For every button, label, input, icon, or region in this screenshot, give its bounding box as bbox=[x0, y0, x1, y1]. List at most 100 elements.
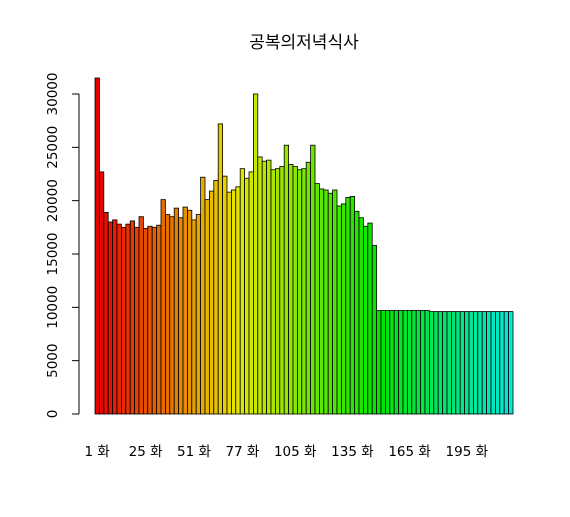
x-tick-label: 135 화 bbox=[331, 444, 373, 460]
bar bbox=[239, 168, 245, 415]
bar bbox=[327, 192, 334, 415]
bar bbox=[358, 217, 364, 415]
bar bbox=[125, 223, 131, 415]
bar bbox=[318, 188, 325, 415]
bar bbox=[156, 224, 162, 415]
bar bbox=[94, 77, 100, 415]
bar bbox=[305, 161, 312, 415]
x-tick-label: 165 화 bbox=[388, 444, 430, 460]
bar bbox=[411, 310, 417, 415]
bars-group bbox=[94, 77, 514, 415]
bar bbox=[376, 310, 382, 415]
bar bbox=[354, 210, 360, 415]
bar bbox=[455, 311, 461, 415]
bar bbox=[472, 311, 479, 415]
bar bbox=[393, 310, 400, 415]
bar bbox=[151, 226, 157, 415]
y-tick-label: 30000 bbox=[45, 73, 61, 116]
bar bbox=[508, 311, 514, 415]
x-tick-label: 25 화 bbox=[129, 444, 163, 460]
bar bbox=[371, 245, 378, 415]
bar bbox=[283, 144, 290, 415]
bar bbox=[433, 311, 439, 415]
bar bbox=[230, 189, 237, 415]
bar bbox=[367, 222, 373, 415]
bar bbox=[191, 219, 197, 415]
bar bbox=[486, 311, 492, 415]
bar bbox=[362, 225, 369, 415]
bar bbox=[248, 171, 254, 415]
bar bbox=[468, 311, 474, 415]
bar bbox=[314, 183, 320, 415]
bar bbox=[257, 156, 263, 415]
bar bbox=[103, 211, 109, 415]
bar bbox=[424, 310, 430, 415]
bar bbox=[323, 189, 329, 415]
bar bbox=[490, 311, 496, 415]
bar bbox=[261, 160, 268, 415]
bar bbox=[195, 214, 201, 415]
bar bbox=[340, 203, 347, 415]
bar bbox=[481, 311, 488, 415]
bar bbox=[121, 226, 127, 415]
bar bbox=[380, 310, 386, 415]
x-tick-label: 1 화 bbox=[85, 444, 110, 460]
bar bbox=[169, 216, 175, 415]
bar bbox=[292, 166, 298, 415]
bar bbox=[428, 311, 435, 415]
bar bbox=[503, 311, 510, 415]
bar bbox=[310, 144, 316, 415]
bar bbox=[406, 310, 413, 415]
bar bbox=[142, 227, 149, 415]
x-axis: 1 화 25 화 51 화 77 화 105 화 135 화 165 화 195 화 bbox=[85, 444, 488, 460]
bar bbox=[499, 311, 505, 415]
y-tick-label: 0 bbox=[45, 410, 61, 419]
bar bbox=[415, 310, 422, 415]
bar bbox=[112, 219, 118, 415]
bar bbox=[213, 179, 219, 415]
bar bbox=[345, 197, 351, 415]
bar bbox=[301, 168, 307, 415]
bar bbox=[178, 217, 184, 415]
bar bbox=[129, 220, 135, 415]
bar bbox=[279, 166, 285, 415]
bar bbox=[446, 311, 452, 415]
bar bbox=[244, 177, 250, 415]
bar bbox=[182, 206, 188, 415]
bar bbox=[208, 190, 215, 415]
bar bbox=[494, 311, 501, 415]
bar bbox=[270, 169, 276, 415]
bar bbox=[288, 163, 294, 415]
bar bbox=[252, 93, 259, 415]
bar bbox=[266, 159, 272, 415]
x-tick-label: 51 화 bbox=[177, 444, 211, 460]
bar bbox=[200, 176, 206, 415]
bar bbox=[186, 209, 193, 415]
bar bbox=[420, 310, 426, 415]
bar bbox=[402, 310, 408, 415]
bar bbox=[226, 191, 232, 415]
bar bbox=[332, 189, 338, 415]
bar bbox=[437, 311, 444, 415]
bar bbox=[389, 310, 395, 415]
y-tick-label: 15000 bbox=[45, 233, 61, 276]
bar bbox=[138, 216, 144, 415]
bar bbox=[222, 175, 228, 415]
bar bbox=[384, 310, 391, 415]
y-axis: 0 5000 10000 15000 20000 25000 30000 bbox=[45, 73, 80, 419]
bar bbox=[349, 195, 356, 415]
bar bbox=[116, 223, 122, 415]
bar bbox=[99, 171, 105, 415]
bar bbox=[217, 123, 223, 415]
y-tick-label: 25000 bbox=[45, 126, 61, 169]
chart-title: 공복의저녁식사 bbox=[249, 33, 359, 53]
bar bbox=[164, 214, 171, 415]
bar bbox=[450, 311, 457, 415]
bar bbox=[464, 311, 470, 415]
bar bbox=[107, 221, 113, 415]
bar bbox=[204, 199, 210, 415]
x-tick-label: 105 화 bbox=[274, 444, 316, 460]
x-tick-label: 77 화 bbox=[225, 444, 259, 460]
bar bbox=[274, 168, 281, 415]
